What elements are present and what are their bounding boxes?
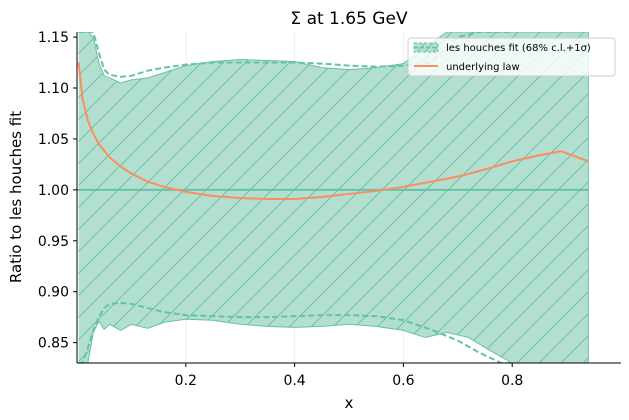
underlying-law-line [77, 62, 589, 201]
y-tick-label: 1.00 [38, 183, 69, 199]
x-tick-label: 0.2 [175, 373, 197, 389]
y-tick-label: 0.85 [38, 336, 69, 352]
x-axis-label: x [345, 394, 354, 412]
legend-label-underlying: underlying law [446, 62, 520, 73]
legend-frame [407, 37, 616, 77]
y-axis-label: Ratio to les houches fit [7, 111, 25, 283]
band-upper-edge [78, 32, 589, 84]
legend: les houches fit (68% c.l.+1σ) underlying… [407, 37, 616, 77]
y-tick-label: 1.15 [38, 30, 69, 46]
y-tick-label: 1.10 [38, 81, 69, 97]
legend-label-band: les houches fit (68% c.l.+1σ) [446, 43, 591, 54]
y-tick-label: 1.05 [38, 132, 69, 148]
x-tick-label: 0.6 [392, 373, 414, 389]
x-tick-label: 0.4 [283, 373, 305, 389]
x-tick-label: 0.8 [501, 373, 523, 389]
y-tick-label: 0.90 [38, 285, 69, 301]
y-tick-label: 0.95 [38, 234, 69, 250]
cl-lower-dashed-line [78, 301, 513, 363]
band-lower-edge [78, 318, 589, 363]
cl-upper-dashed-line [78, 32, 513, 78]
band-hatch [78, 32, 589, 363]
chart-title: Σ at 1.65 GeV [290, 9, 408, 29]
